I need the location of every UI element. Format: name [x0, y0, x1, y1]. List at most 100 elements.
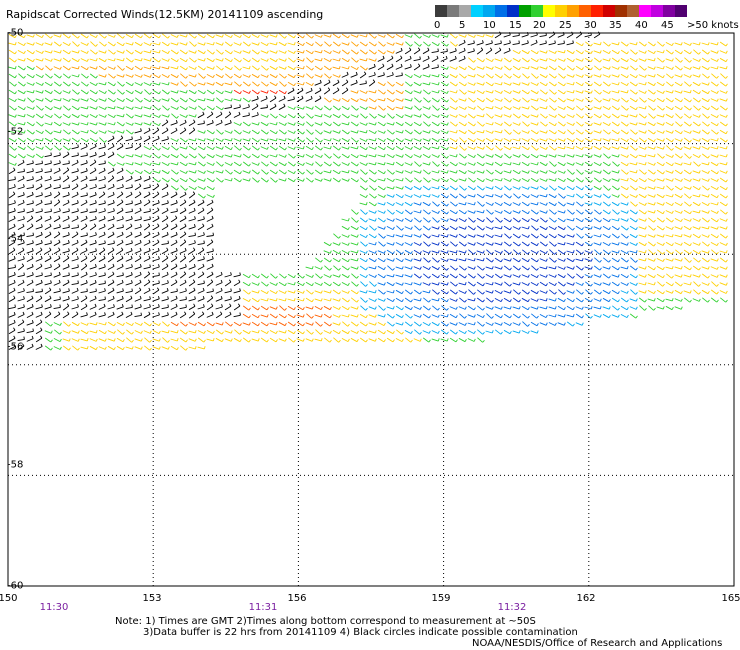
wind-barb-flag	[599, 59, 602, 63]
wind-barb	[432, 201, 438, 207]
wind-barb	[251, 89, 259, 95]
wind-barb-flag	[509, 178, 512, 182]
wind-barb	[647, 194, 655, 198]
wind-barb-flag	[112, 167, 115, 171]
wind-barb-flag	[175, 215, 178, 219]
wind-barb	[432, 217, 438, 223]
wind-barb-flag	[167, 136, 169, 140]
wind-barb	[233, 89, 241, 95]
wind-barb	[494, 106, 502, 110]
wind-barb	[197, 218, 205, 222]
wind-barb	[576, 233, 582, 239]
wind-barb	[215, 34, 223, 38]
wind-barb-flag	[680, 202, 683, 206]
wind-barb	[134, 289, 142, 295]
wind-barb-flag	[608, 98, 611, 102]
wind-barb-flag	[608, 227, 611, 231]
wind-barb	[503, 225, 511, 231]
wind-barb-flag	[59, 43, 62, 47]
wind-barb-flag	[77, 66, 80, 70]
wind-barb	[242, 81, 250, 87]
legend-label-50-knots: >50 knots	[687, 20, 739, 31]
wind-barb-flag	[671, 258, 674, 262]
wind-barb-flag	[572, 154, 575, 158]
wind-barb-flag	[410, 170, 413, 174]
wind-barb	[53, 66, 61, 70]
wind-barb	[386, 194, 394, 198]
wind-barb-flag	[428, 146, 431, 150]
wind-barb	[567, 209, 573, 215]
wind-barb	[341, 57, 349, 63]
wind-barb	[440, 241, 448, 247]
wind-barb	[603, 129, 609, 135]
wind-barb-flag	[518, 82, 521, 86]
wind-barb-flag	[491, 251, 494, 255]
wind-barb-flag	[41, 82, 44, 86]
wind-barb-flag	[347, 162, 350, 166]
wind-barb	[197, 170, 205, 174]
wind-barb-flag	[130, 175, 133, 179]
wind-barb	[656, 209, 664, 215]
wind-barb-flag	[77, 144, 79, 148]
wind-barb-flag	[509, 274, 512, 278]
wind-barb	[161, 66, 169, 70]
wind-barb-flag	[311, 162, 314, 166]
wind-barb-flag	[436, 55, 439, 59]
wind-barb	[701, 289, 709, 295]
wind-barb	[152, 209, 160, 215]
wind-barb	[44, 42, 52, 46]
wind-barb-flag	[545, 146, 548, 150]
wind-barb-flag	[698, 114, 701, 118]
wind-barb-flag	[230, 178, 233, 182]
wind-barb	[26, 154, 34, 158]
wind-barb-flag	[86, 50, 89, 54]
legend-swatch	[447, 5, 459, 17]
wind-barb-flag	[671, 226, 674, 230]
wind-barb-flag	[581, 139, 584, 143]
wind-barb-flag	[266, 67, 269, 71]
wind-barb	[413, 154, 421, 158]
wind-barb	[558, 73, 564, 79]
wind-barb-flag	[608, 211, 611, 215]
wind-barb-flag	[500, 75, 503, 79]
wind-barb-flag	[68, 115, 71, 119]
wind-barb	[675, 57, 681, 63]
wind-barb	[549, 161, 555, 167]
wind-barb	[395, 42, 403, 46]
wind-barb-flag	[536, 59, 539, 63]
wind-barb	[665, 258, 673, 262]
wind-barb	[179, 161, 187, 167]
wind-barb	[386, 145, 394, 151]
wind-barb-flag	[473, 74, 476, 78]
wind-barb	[423, 217, 429, 223]
wind-barb-flag	[500, 82, 503, 86]
wind-barb	[72, 33, 78, 39]
wind-barb	[125, 242, 133, 246]
wind-barb	[494, 202, 502, 206]
wind-barb	[656, 73, 664, 79]
wind-barb	[323, 241, 331, 247]
wind-barb	[296, 50, 304, 54]
wind-barb-flag	[165, 255, 169, 259]
wind-barb-flag	[320, 266, 323, 270]
wind-barb-flag	[428, 187, 431, 191]
wind-barb	[521, 130, 529, 134]
wind-barb	[629, 122, 637, 126]
wind-barb	[341, 66, 349, 70]
wind-barb	[98, 186, 106, 190]
wind-barb-flag	[527, 91, 530, 95]
wind-barb	[134, 202, 142, 206]
wind-barb	[117, 81, 123, 87]
wind-barb	[521, 170, 529, 174]
wind-barb-flag	[347, 122, 350, 126]
wind-barb	[368, 201, 376, 207]
wind-barb	[566, 282, 574, 286]
wind-barb-flag	[356, 51, 359, 55]
wind-barb	[143, 42, 151, 46]
wind-barb	[602, 209, 610, 215]
wind-barb	[377, 98, 385, 102]
wind-barb	[98, 57, 106, 63]
wind-barb-flag	[689, 130, 692, 134]
wind-barb-flag	[392, 186, 395, 190]
wind-barb	[386, 258, 394, 262]
